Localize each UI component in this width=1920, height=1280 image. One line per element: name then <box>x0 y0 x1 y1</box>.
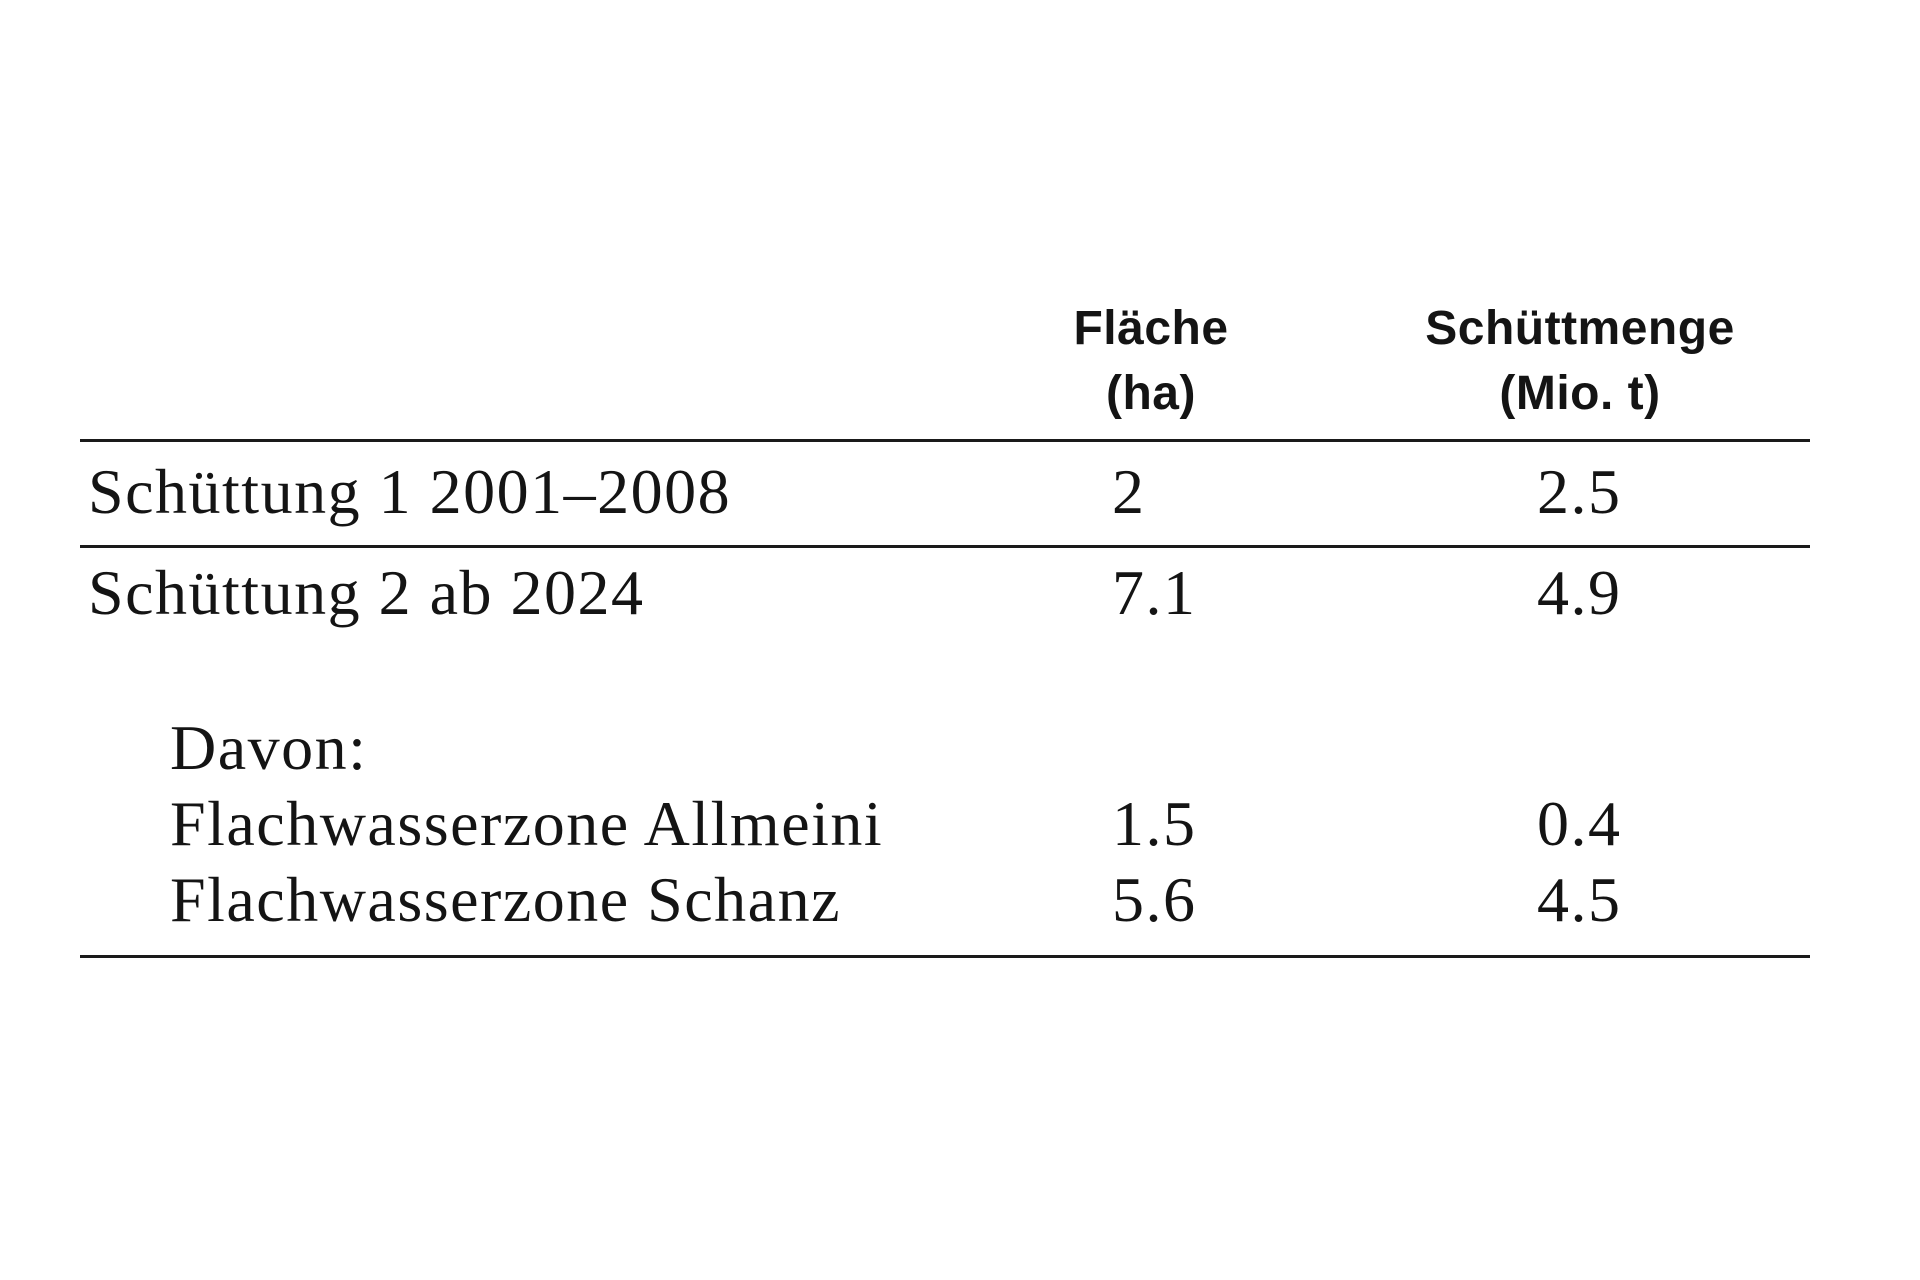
row-schanz-schuettmenge-value: 4.5 <box>1537 864 1622 935</box>
row-allmeini-schuettmenge-value: 0.4 <box>1537 788 1622 859</box>
row-label-schuettung-2: Schüttung 2 ab 2024 <box>88 557 645 628</box>
column-header-flaeche-unit: (ha) <box>1106 367 1196 420</box>
row-schuettung-1-flaeche-value: 2 <box>1112 456 1146 527</box>
column-header-schuettmenge-unit: (Mio. t) <box>1499 367 1661 420</box>
row-schuettung-1-schuettmenge-value: 2.5 <box>1537 456 1622 527</box>
table-rule-row-divider <box>80 545 1810 548</box>
row-allmeini-flaeche-value: 1.5 <box>1112 788 1197 859</box>
row-label-flachwasserzone-allmeini: Flachwasserzone Allmeini <box>170 788 884 859</box>
row-schuettung-2-schuettmenge-value: 4.9 <box>1537 557 1622 628</box>
row-label-flachwasserzone-schanz: Flachwasserzone Schanz <box>170 864 841 935</box>
table-rule-header <box>80 439 1810 442</box>
column-header-flaeche: Fläche <box>1073 302 1229 355</box>
table-rule-bottom <box>80 955 1810 958</box>
column-header-schuettmenge: Schüttmenge <box>1425 302 1735 355</box>
row-label-schuettung-1: Schüttung 1 2001–2008 <box>88 456 732 527</box>
row-schanz-flaeche-value: 5.6 <box>1112 864 1197 935</box>
row-schuettung-2-flaeche-value: 7.1 <box>1112 557 1197 628</box>
subgroup-label-davon: Davon: <box>170 712 368 783</box>
